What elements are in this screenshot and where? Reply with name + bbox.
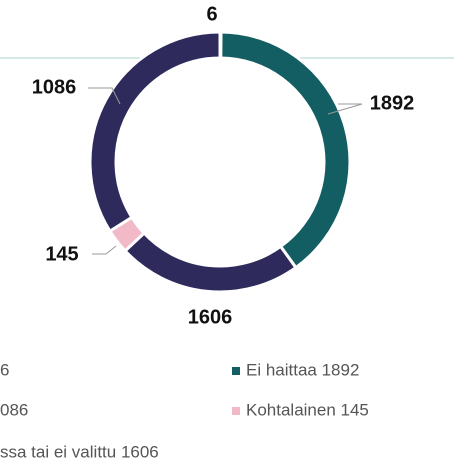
leader-line	[327, 103, 363, 115]
legend-marker	[232, 367, 240, 375]
data-label: 1086	[32, 76, 77, 98]
legend-label: 086	[0, 400, 28, 419]
data-label: 6	[206, 3, 217, 25]
data-label: 1606	[188, 306, 233, 328]
legend-label: Kohtalainen 145	[246, 400, 369, 419]
donut-slice	[88, 30, 222, 234]
donut-slice	[123, 230, 298, 294]
leader-line	[88, 87, 121, 105]
donut-slice	[219, 30, 352, 270]
legend-label: 6	[0, 360, 9, 379]
data-label: 1892	[370, 92, 415, 114]
leader-line	[92, 245, 117, 255]
legend-marker	[232, 407, 240, 415]
legend-label: ssa tai ei valittu 1606	[0, 442, 159, 461]
data-label: 145	[45, 243, 78, 265]
legend-label: Ei haittaa 1892	[246, 360, 359, 379]
